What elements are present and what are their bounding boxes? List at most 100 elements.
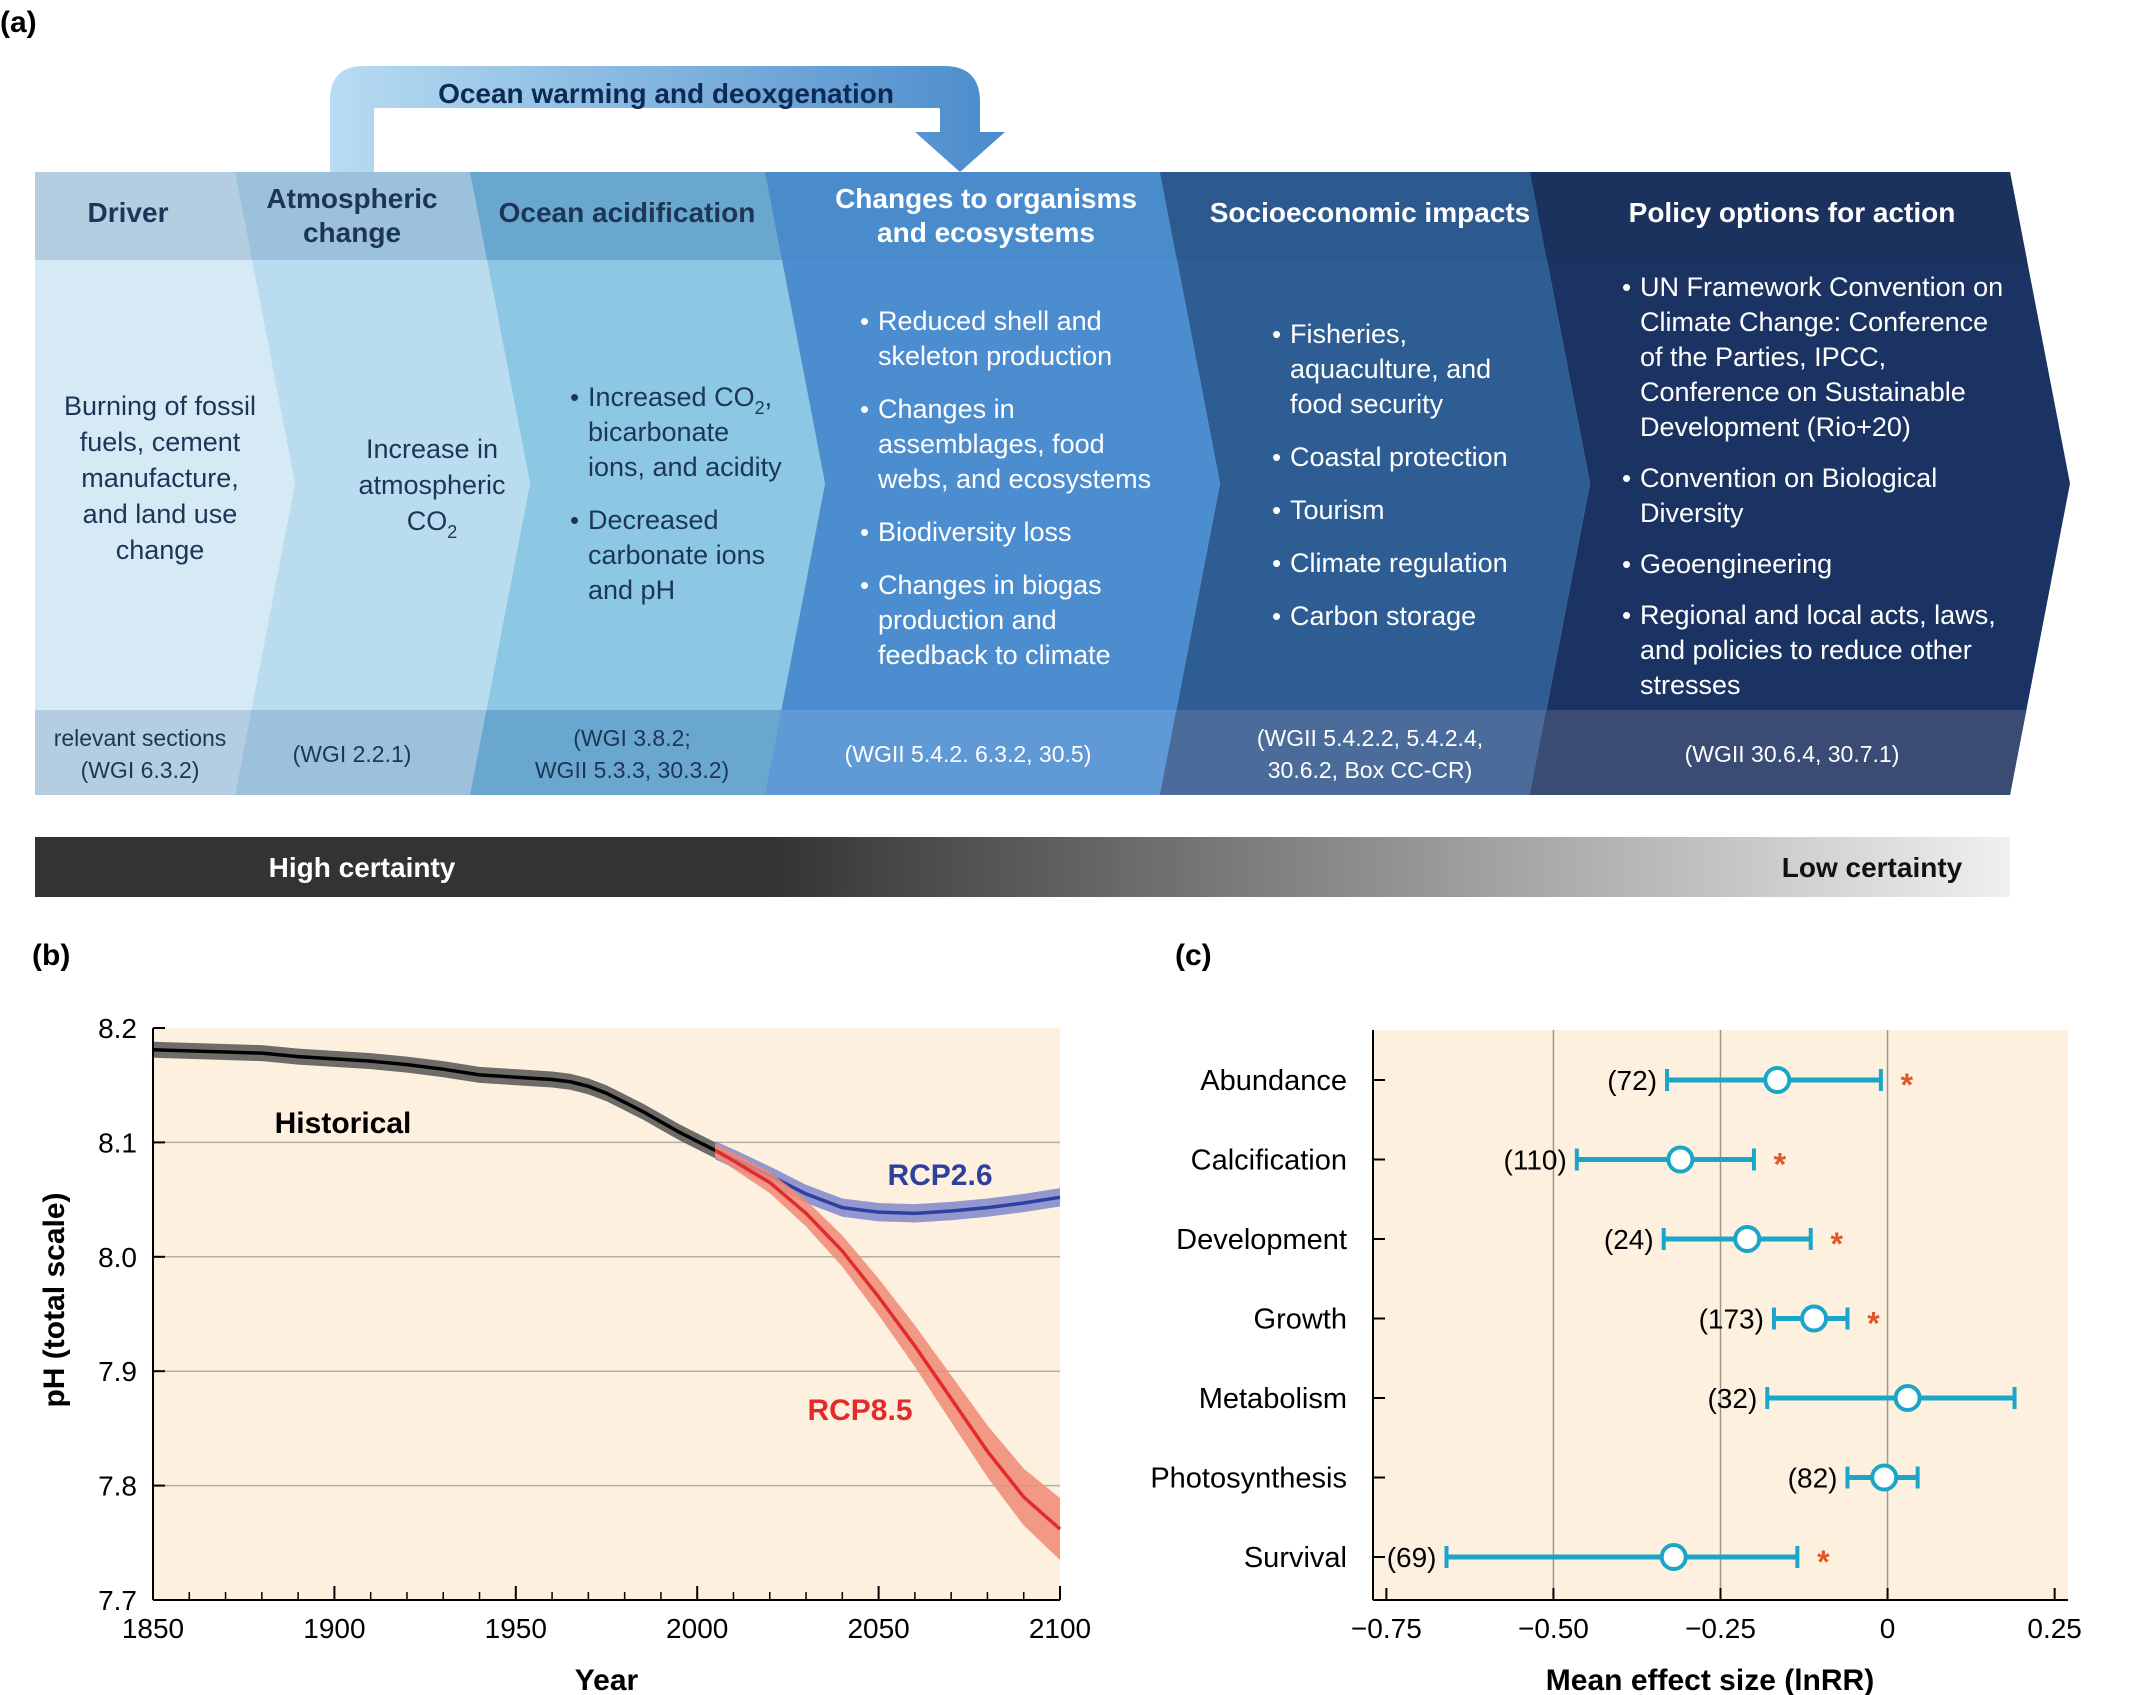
- bullet-text: stresses: [1640, 670, 1741, 700]
- bullet-dot: •: [860, 394, 869, 424]
- category-label: Calcification: [1191, 1145, 1347, 1177]
- column-refs-text: WGII 5.3.3, 30.3.2): [535, 757, 729, 783]
- mean-point: [1896, 1386, 1920, 1410]
- bullet-text: Conference on Sustainable: [1640, 377, 1966, 407]
- significance-star: *: [1867, 1306, 1880, 1342]
- x-tick-label: −0.75: [1351, 1613, 1422, 1644]
- category-label: Development: [1176, 1224, 1347, 1256]
- high-certainty-label: High certainty: [269, 852, 456, 883]
- column-header-text: change: [303, 217, 401, 248]
- y-axis-label: pH (total scale): [38, 1192, 71, 1407]
- bullet-text: bicarbonate: [588, 417, 729, 447]
- ph-chart: 1850 1900 1950 2000 2050 2100 7.7 7.8 7.9 8.0 8.1 8…: [38, 1013, 1091, 1695]
- significance-star: *: [1901, 1067, 1914, 1103]
- x-tick-label: 1900: [303, 1613, 365, 1644]
- bullet-dot: •: [570, 505, 579, 535]
- bullet-text: ions, and acidity: [588, 452, 782, 482]
- y-tick-label: 8.2: [98, 1013, 137, 1044]
- ocean-warming-label: Ocean warming and deoxgenation: [438, 78, 894, 109]
- bullet-text: Coastal protection: [1290, 442, 1508, 472]
- bullet-dot: •: [1272, 601, 1281, 631]
- bullet-text: Carbon storage: [1290, 601, 1476, 631]
- column-header-text: and ecosystems: [877, 217, 1095, 248]
- bullet-dot: •: [1622, 600, 1631, 630]
- bullet-dot: •: [860, 517, 869, 547]
- column-body-text: change: [116, 535, 205, 565]
- y-tick-label: 7.9: [98, 1356, 137, 1387]
- mean-point: [1765, 1068, 1789, 1092]
- bullet-text: Climate Change: Conference: [1640, 307, 1988, 337]
- bullet-text: food security: [1290, 389, 1444, 419]
- bullet-text: production and: [878, 605, 1057, 635]
- bullet-dot: •: [1272, 319, 1281, 349]
- ocean-warming-arrow: Ocean warming and deoxgenation: [330, 66, 1005, 172]
- bullet-dot: •: [1622, 549, 1631, 579]
- y-tick-label: 8.1: [98, 1127, 137, 1158]
- column-refs-text: (WGI 3.8.2;: [573, 725, 691, 751]
- x-tick-label: 1950: [485, 1613, 547, 1644]
- y-tick-label: 7.7: [98, 1585, 137, 1616]
- sample-count: (32): [1707, 1383, 1757, 1414]
- bullet-dot: •: [1272, 495, 1281, 525]
- sample-count: (72): [1607, 1065, 1657, 1096]
- bullet-text: Geoengineering: [1640, 549, 1832, 579]
- column-refs-text: (WGII 30.6.4, 30.7.1): [1685, 741, 1900, 767]
- bullet-text: carbonate ions: [588, 540, 765, 570]
- panel-a-label: (a): [0, 6, 37, 39]
- column-body: [1160, 172, 1590, 795]
- historical-label: Historical: [275, 1107, 412, 1140]
- column-body-text: fuels, cement: [80, 427, 241, 457]
- rcp85-label: RCP8.5: [807, 1394, 912, 1427]
- column-refs-text: (WGI 2.2.1): [293, 741, 412, 767]
- significance-star: *: [1774, 1147, 1787, 1183]
- panel-c-label: (c): [1175, 939, 1212, 972]
- x-tick-label: 0: [1880, 1613, 1896, 1644]
- column-refs-text: (WGII 5.4.2.2, 5.4.2.4,: [1257, 725, 1483, 751]
- bullet-dot: •: [1622, 272, 1631, 302]
- significance-star: *: [1817, 1544, 1830, 1580]
- x-axis-label: Mean effect size (lnRR): [1546, 1664, 1874, 1695]
- column-refs-text: 30.6.2, Box CC-CR): [1268, 757, 1473, 783]
- column-body-text: manufacture,: [81, 463, 239, 493]
- category-label: Survival: [1244, 1542, 1347, 1574]
- bullet-dot: •: [860, 570, 869, 600]
- bullet-dot: •: [570, 382, 579, 412]
- column-header-text: Driver: [88, 197, 169, 228]
- low-certainty-label: Low certainty: [1782, 852, 1963, 883]
- bullet-dot: •: [1272, 548, 1281, 578]
- bullet-text: aquaculture, and: [1290, 354, 1491, 384]
- bullet-text: Tourism: [1290, 495, 1385, 525]
- column-refs-text: (WGI 6.3.2): [81, 757, 200, 783]
- sample-count: (69): [1387, 1542, 1437, 1573]
- bullet-text: Diversity: [1640, 498, 1744, 528]
- sample-count: (24): [1604, 1224, 1654, 1255]
- significance-star: *: [1830, 1226, 1843, 1262]
- column-header-text: Atmospheric: [266, 183, 437, 214]
- column-header-text: Policy options for action: [1629, 197, 1956, 228]
- y-tick-label: 7.8: [98, 1471, 137, 1502]
- bullet-text: Changes in biogas: [878, 570, 1102, 600]
- panel-b-label: (b): [32, 939, 70, 972]
- bullet-text: feedback to climate: [878, 640, 1111, 670]
- certainty-bar: High certainty Low certainty: [35, 837, 2010, 897]
- category-label: Photosynthesis: [1150, 1463, 1347, 1495]
- bullet-text: Biodiversity loss: [878, 517, 1072, 547]
- impact-flowchart: Driver Burning of fossil fuels, cement manu…: [35, 172, 2070, 795]
- x-tick-label: 0.25: [2027, 1613, 2082, 1644]
- bullet-text: and pH: [588, 575, 675, 605]
- x-axis-label: Year: [575, 1664, 639, 1695]
- y-tick-label: 8.0: [98, 1242, 137, 1273]
- effect-size-chart: Abundance (72) *Calcification (110) *Develop…: [1150, 1030, 2082, 1695]
- bullet-dot: •: [1272, 442, 1281, 472]
- bullet-text: Regional and local acts, laws,: [1640, 600, 1996, 630]
- mean-point: [1668, 1148, 1692, 1172]
- bullet-text: Changes in: [878, 394, 1015, 424]
- mean-point: [1802, 1307, 1826, 1331]
- flow-column-5: Policy options for action• UN Framework C…: [1530, 172, 2070, 795]
- bullet-text: and policies to reduce other: [1640, 635, 1972, 665]
- bullet-dot: •: [1622, 463, 1631, 493]
- bullet-text: Development (Rio+20): [1640, 412, 1911, 442]
- x-tick-label: 2000: [666, 1613, 728, 1644]
